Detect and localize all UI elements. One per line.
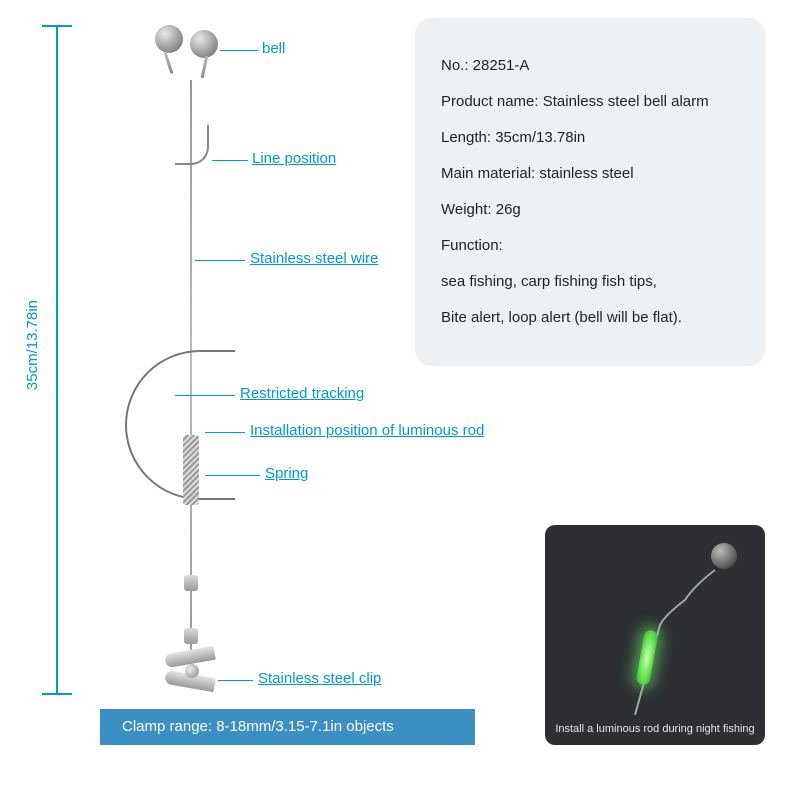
product-illustration	[155, 20, 275, 700]
callout-restricted: Restricted tracking	[240, 385, 364, 402]
connector-top	[184, 575, 198, 591]
spring	[183, 435, 199, 505]
cl-bell	[220, 50, 258, 51]
bell-stem-r	[201, 56, 209, 78]
restricted-curve	[125, 350, 235, 500]
spec-no: No.: 28251-A	[441, 48, 739, 84]
inset-panel: Install a luminous rod during night fish…	[545, 525, 765, 745]
inset-caption: Install a luminous rod during night fish…	[545, 723, 765, 735]
cl-wire	[195, 260, 245, 261]
bell-right	[190, 30, 218, 58]
callout-line-position: Line position	[252, 150, 336, 167]
spec-panel: No.: 28251-A Product name: Stainless ste…	[415, 18, 765, 366]
dim-label: 35cm/13.78in	[24, 300, 41, 390]
spec-material: Main material: stainless steel	[441, 156, 739, 192]
spec-length: Length: 35cm/13.78in	[441, 120, 739, 156]
callout-spring: Spring	[265, 465, 308, 482]
cl-linepos	[212, 160, 248, 161]
clip-pivot	[185, 664, 199, 678]
callout-wire: Stainless steel wire	[250, 250, 378, 267]
spec-name: Product name: Stainless steel bell alarm	[441, 84, 739, 120]
spec-function-h: Function:	[441, 228, 739, 264]
spec-function-2: Bite alert, loop alert (bell will be fla…	[441, 300, 739, 336]
connector-bot	[184, 628, 198, 644]
dim-line	[56, 25, 58, 695]
spec-function-1: sea fishing, carp fishing fish tips,	[441, 264, 739, 300]
clamp-banner: Clamp range: 8-18mm/3.15-7.1in objects	[100, 709, 475, 745]
cl-luminous	[205, 432, 245, 433]
callout-luminous: Installation position of luminous rod	[250, 422, 484, 439]
bell-stem-l	[164, 52, 174, 74]
dim-cap-bottom	[42, 693, 72, 695]
cl-restricted	[175, 395, 235, 396]
line-hook	[175, 125, 209, 165]
callout-bell: bell	[262, 40, 285, 57]
bell-left	[155, 25, 183, 53]
cl-clip	[218, 680, 253, 681]
clip	[165, 650, 220, 690]
spec-weight: Weight: 26g	[441, 192, 739, 228]
callout-clip: Stainless steel clip	[258, 670, 381, 687]
cl-spring	[205, 475, 260, 476]
